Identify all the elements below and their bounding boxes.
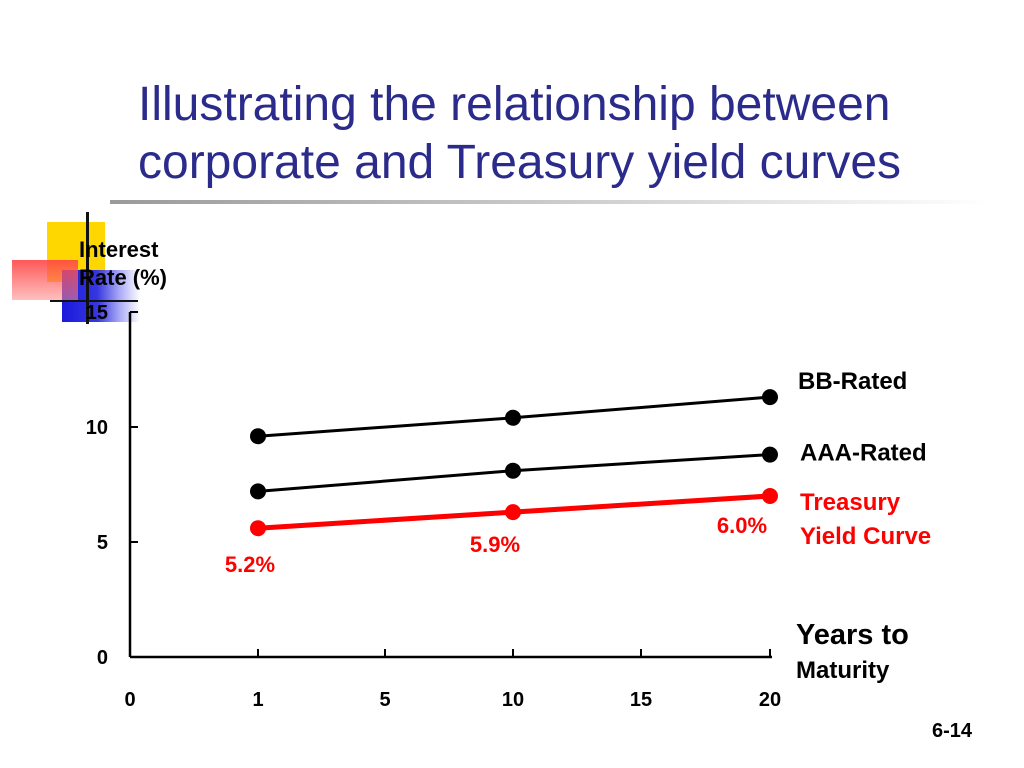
series-layer: BB-Rated AAA-Rated Treasury Yield Curve 5.2%… bbox=[225, 368, 931, 577]
bb-rated-legend-label: BB-Rated bbox=[798, 368, 907, 395]
treasury-legend-label-line1: Treasury bbox=[800, 489, 901, 516]
x-tick-label: 10 bbox=[502, 689, 524, 711]
slide-title: Illustrating the relationship between co… bbox=[138, 76, 998, 192]
logo-red-square bbox=[12, 260, 78, 300]
bb-rated-point bbox=[250, 428, 266, 445]
y-tick-label: 10 bbox=[86, 417, 108, 439]
slide-title-line1: Illustrating the relationship between bbox=[138, 78, 891, 131]
x-tick-label: 15 bbox=[630, 689, 652, 711]
x-tick-label: 1 bbox=[252, 689, 263, 711]
x-tick-label: 0 bbox=[124, 689, 135, 711]
aaa-rated-point bbox=[505, 462, 521, 479]
title-underline bbox=[110, 200, 990, 204]
aaa-rated-point bbox=[762, 446, 778, 463]
logo-horizontal-line bbox=[50, 300, 138, 302]
y-axis-label-line2: Rate (%) bbox=[79, 265, 167, 290]
y-tick-label: 0 bbox=[97, 647, 108, 669]
bb-rated-point bbox=[505, 409, 521, 426]
aaa-rated-point bbox=[250, 483, 266, 500]
treasury-data-label: 6.0% bbox=[717, 513, 767, 538]
treasury-point bbox=[762, 488, 778, 504]
y-tick-label: 5 bbox=[97, 532, 108, 554]
x-tick-label: 5 bbox=[379, 689, 390, 711]
y-axis-ticks: 0 5 10 15 bbox=[86, 302, 138, 669]
treasury-point bbox=[505, 504, 521, 521]
aaa-rated-legend-label: AAA-Rated bbox=[800, 440, 927, 467]
page-number: 6-14 bbox=[931, 720, 972, 742]
treasury-point bbox=[250, 520, 266, 537]
x-axis-label-line2: Maturity bbox=[796, 657, 890, 684]
x-tick-label: 20 bbox=[759, 689, 781, 711]
logo-decoration bbox=[0, 100, 140, 324]
logo-vertical-line bbox=[86, 212, 89, 324]
treasury-data-label: 5.2% bbox=[225, 552, 275, 577]
y-tick-label: 15 bbox=[86, 302, 108, 324]
treasury-legend-label-line2: Yield Curve bbox=[800, 523, 931, 550]
bb-rated-point bbox=[762, 389, 778, 406]
slide-title-line2: corporate and Treasury yield curves bbox=[138, 136, 902, 189]
x-axis-ticks: 0 1 5 10 15 20 bbox=[124, 649, 781, 711]
x-axis-label-line1: Years to bbox=[796, 619, 909, 651]
y-axis-label-line1: Interest bbox=[79, 237, 159, 262]
treasury-data-label: 5.9% bbox=[470, 532, 520, 557]
